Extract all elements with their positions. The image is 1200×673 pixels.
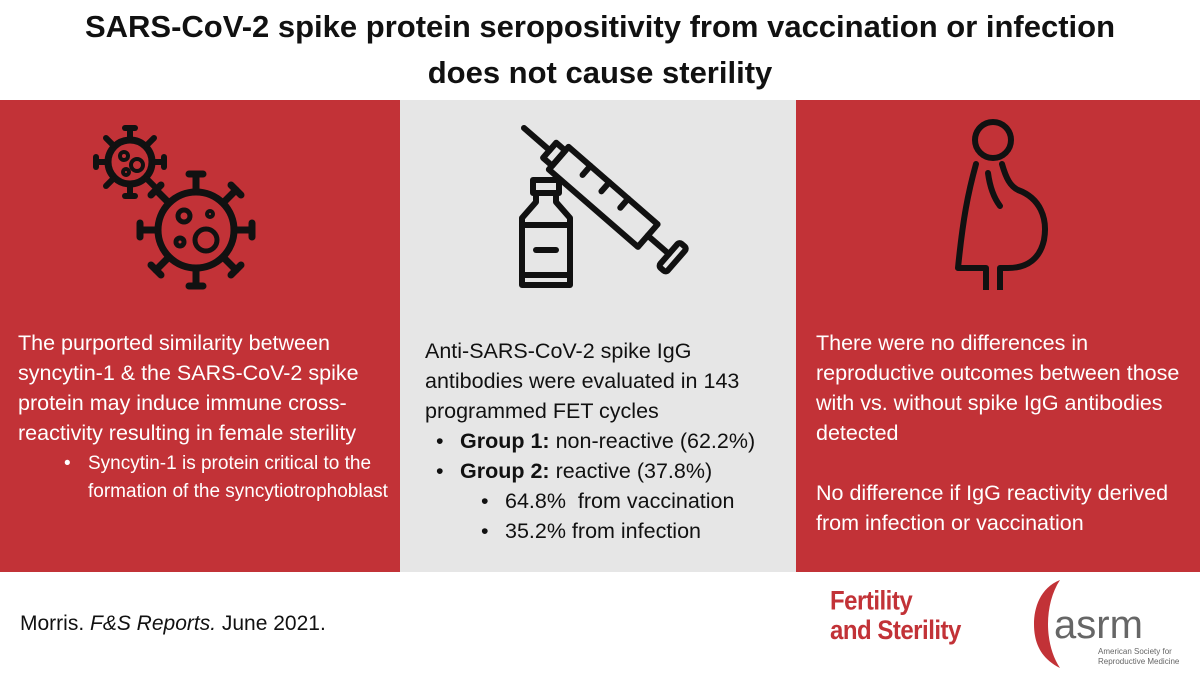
pregnant-woman-icon <box>955 119 1048 290</box>
group-2-detail: reactive (37.8%) <box>549 459 713 483</box>
middle-main-text: Anti-SARS-CoV-2 spike IgG antibodies wer… <box>425 339 740 423</box>
left-bullet-item: Syncytin-1 is protein critical to the fo… <box>64 450 388 506</box>
citation-journal: F&S Reports. <box>90 612 217 635</box>
group-2-sublist: 64.8% from vaccination 35.2% from infect… <box>481 486 785 546</box>
citation: Morris. F&S Reports. June 2021. <box>20 612 326 636</box>
virus-icon <box>93 125 256 290</box>
group-1-label: Group 1: <box>460 429 550 453</box>
group-1-item: Group 1: non-reactive (62.2%) <box>436 426 785 456</box>
left-main-text: The purported similarity between syncyti… <box>18 331 359 445</box>
right-panel: There were no differences in reproductiv… <box>796 100 1200 572</box>
asrm-logo: asrm American Society for Reproductive M… <box>1034 580 1180 668</box>
group-2-label: Group 2: <box>460 459 550 483</box>
left-text-block: The purported similarity between syncyti… <box>18 328 388 506</box>
group-2-item: Group 2: reactive (37.8%) <box>436 456 785 486</box>
right-main-text: There were no differences in reproductiv… <box>816 331 1180 445</box>
journal-logo-line-1: Fertility <box>830 586 913 616</box>
journal-logo-line-2: and Sterility <box>830 616 961 646</box>
right-text-block: There were no differences in reproductiv… <box>816 328 1186 538</box>
citation-date: June 2021. <box>216 612 326 635</box>
title-text: SARS-CoV-2 spike protein seropositivity … <box>84 9 1116 90</box>
infection-share-item: 35.2% from infection <box>481 516 785 546</box>
group-1-detail: non-reactive (62.2%) <box>549 429 756 453</box>
vaccination-share-item: 64.8% from vaccination <box>481 486 785 516</box>
syringe-vial-icon <box>519 125 689 288</box>
infographic-title: SARS-CoV-2 spike protein seropositivity … <box>0 0 1200 100</box>
middle-panel: Anti-SARS-CoV-2 spike IgG antibodies wer… <box>400 100 796 572</box>
citation-author: Morris. <box>20 612 90 635</box>
group-list: Group 1: non-reactive (62.2%) Group 2: r… <box>436 426 785 486</box>
middle-text-block: Anti-SARS-CoV-2 spike IgG antibodies wer… <box>425 336 785 546</box>
left-bullet-list: Syncytin-1 is protein critical to the fo… <box>64 450 388 506</box>
left-panel: The purported similarity between syncyti… <box>0 100 400 572</box>
asrm-name-line-1: American Society for <box>1098 647 1172 656</box>
right-secondary-text: No difference if IgG reactivity derived … <box>816 481 1169 535</box>
fertility-sterility-logo: Fertility and Sterility <box>830 586 1010 645</box>
asrm-abbreviation: asrm <box>1054 603 1143 647</box>
asrm-name-line-2: Reproductive Medicine <box>1098 657 1180 666</box>
